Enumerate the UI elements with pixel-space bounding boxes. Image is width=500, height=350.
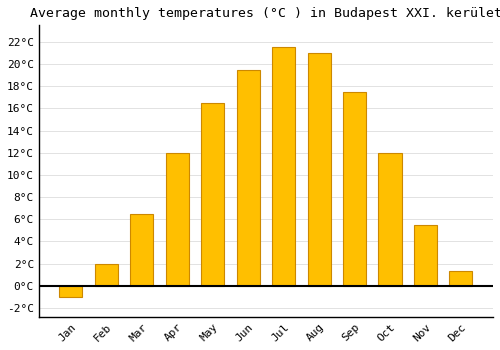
Bar (130, 214, 154, 286)
Bar (343, 92, 366, 286)
Bar (414, 225, 437, 286)
Bar (272, 48, 295, 286)
Bar (450, 271, 472, 286)
Bar (308, 53, 330, 286)
Bar (201, 103, 224, 286)
Bar (236, 70, 260, 286)
Bar (60, 286, 82, 297)
Bar (166, 153, 189, 286)
Bar (378, 153, 402, 286)
Title: Average monthly temperatures (°C ) in Budapest XXI. kerület: Average monthly temperatures (°C ) in Bu… (30, 7, 500, 20)
Bar (95, 264, 118, 286)
